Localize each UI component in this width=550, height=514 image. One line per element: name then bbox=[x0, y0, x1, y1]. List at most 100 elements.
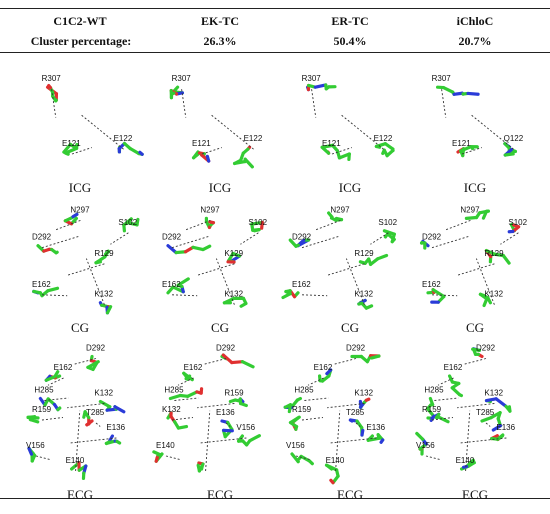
residue-label: R307 bbox=[302, 74, 322, 83]
bond-stick bbox=[115, 439, 122, 445]
residue-label: E122 bbox=[114, 134, 133, 143]
bond-stick bbox=[281, 292, 292, 300]
bond-stick bbox=[128, 146, 141, 156]
bond-stick bbox=[125, 221, 139, 227]
hydrogen-bond bbox=[81, 114, 124, 150]
residue-label: E162 bbox=[162, 280, 181, 289]
hydrogen-bond bbox=[171, 235, 210, 249]
residue-label: V156 bbox=[236, 423, 255, 432]
hydrogen-bond bbox=[181, 89, 187, 118]
bond-stick bbox=[243, 157, 254, 169]
bond-stick bbox=[482, 297, 489, 308]
row-label: CG bbox=[340, 320, 360, 335]
bond-stick bbox=[459, 145, 473, 153]
bond-stick bbox=[480, 415, 493, 423]
structure-cell-3-3: D292 E162 H285 K132 R159 T285 E136 V156 E140 bbox=[280, 336, 400, 486]
bond-stick bbox=[288, 238, 298, 248]
residue-label: D292 bbox=[422, 233, 442, 242]
bond-stick bbox=[248, 434, 261, 443]
bond-stick bbox=[441, 85, 455, 94]
bond-stick bbox=[71, 212, 79, 219]
residue-label: E121 bbox=[192, 139, 211, 148]
bond-stick bbox=[313, 83, 328, 89]
hydrogen-bond bbox=[47, 377, 64, 386]
column-header-wt: C1C2-WT bbox=[53, 14, 107, 28]
bond-stick bbox=[62, 142, 73, 154]
bond-stick bbox=[360, 428, 365, 437]
residue-label: N297 bbox=[200, 205, 220, 214]
hydrogen-bond bbox=[225, 422, 231, 427]
residue-label: D292 bbox=[216, 344, 236, 353]
hydrogen-bond bbox=[301, 294, 328, 297]
bond-stick bbox=[82, 410, 87, 419]
molecule-stick-model: N297 D292 S102 K129 E162 K132 bbox=[162, 205, 268, 308]
residue-label: E121 bbox=[452, 139, 471, 148]
residue-label: E136 bbox=[106, 423, 125, 432]
residue-label: K132 bbox=[484, 389, 503, 398]
bond-stick bbox=[329, 478, 335, 485]
residue-label: E162 bbox=[444, 363, 463, 372]
residue-label: S102 bbox=[378, 218, 397, 227]
hydrogen-bond bbox=[177, 377, 194, 386]
bond-stick bbox=[98, 399, 112, 409]
residue-label: R307 bbox=[42, 74, 62, 83]
bond-stick bbox=[238, 401, 248, 408]
structure-cell-2-3: N297 D292 S102 R129 E162 K132 bbox=[280, 196, 400, 320]
bond-stick bbox=[425, 407, 436, 418]
bond-stick bbox=[182, 371, 194, 382]
bond-stick bbox=[494, 397, 508, 408]
bond-stick bbox=[324, 463, 339, 472]
hydrogen-bond bbox=[197, 263, 235, 276]
hydrogen-bond bbox=[457, 263, 495, 276]
residue-label: V156 bbox=[416, 441, 435, 450]
residue-label: H285 bbox=[164, 386, 184, 395]
bond-stick bbox=[325, 368, 333, 376]
residue-label: D292 bbox=[346, 344, 366, 353]
cluster-percentage-ektc: 26.3% bbox=[203, 34, 237, 48]
residue-label: E136 bbox=[496, 423, 515, 432]
hydrogen-bond bbox=[434, 397, 459, 401]
bond-stick bbox=[250, 220, 264, 226]
bond-stick bbox=[221, 353, 234, 365]
residue-label: E162 bbox=[32, 280, 51, 289]
hydrogen-bond bbox=[67, 263, 105, 276]
bond-stick bbox=[166, 244, 178, 255]
residue-label: E162 bbox=[184, 363, 203, 372]
residue-label: H285 bbox=[294, 386, 314, 395]
bond-stick bbox=[320, 143, 335, 149]
structure-cell-1-1: R307 E121 E122 bbox=[20, 58, 144, 178]
cluster-percentage-ichloc: 20.7% bbox=[458, 34, 492, 48]
residue-label: N297 bbox=[330, 205, 350, 214]
residue-label: D292 bbox=[476, 344, 496, 353]
bond-stick bbox=[56, 406, 62, 412]
row-label: CG bbox=[465, 320, 485, 335]
residue-label: K129 bbox=[224, 249, 243, 258]
hydrogen-bond bbox=[345, 258, 365, 305]
bond-stick bbox=[376, 253, 389, 261]
residue-label: E162 bbox=[422, 280, 441, 289]
residue-label: R159 bbox=[32, 405, 52, 414]
structure-cell-2-4: N297 D292 S102 R129 E162 K132 bbox=[410, 196, 530, 320]
hydrogen-bond bbox=[205, 410, 211, 472]
hydrogen-bond bbox=[331, 147, 352, 155]
hydrogen-bond bbox=[445, 219, 471, 231]
residue-label: V156 bbox=[286, 441, 305, 450]
residue-label: K132 bbox=[94, 290, 113, 299]
bond-stick bbox=[47, 83, 53, 90]
bond-stick bbox=[230, 360, 245, 365]
hydrogen-bond bbox=[185, 219, 211, 231]
bond-stick bbox=[138, 150, 144, 156]
molecule-stick-model: N297 D292 S102 R129 E162 K132 bbox=[281, 205, 398, 310]
hydrogen-bond bbox=[41, 294, 68, 297]
residue-label: R129 bbox=[354, 249, 374, 258]
hydrogen-bond bbox=[301, 417, 324, 421]
bond-stick bbox=[436, 415, 450, 424]
column-header-ertc: ER-TC bbox=[331, 14, 369, 28]
bond-stick bbox=[113, 405, 126, 414]
bond-stick bbox=[176, 424, 189, 430]
bond-stick bbox=[370, 354, 381, 360]
residue-label: R307 bbox=[172, 74, 192, 83]
bond-stick bbox=[103, 249, 110, 256]
